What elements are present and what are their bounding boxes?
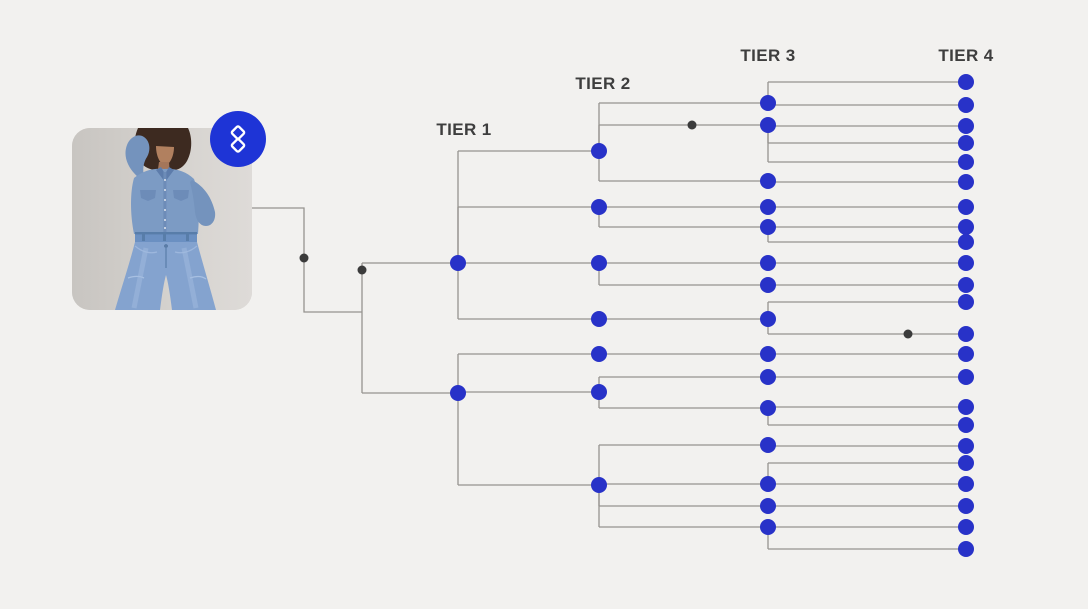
tier3-node bbox=[760, 311, 776, 327]
tier4-node bbox=[958, 541, 974, 557]
connector-dot bbox=[687, 120, 697, 130]
tier2-node bbox=[591, 311, 607, 327]
tier2-node bbox=[591, 346, 607, 362]
tier4-node bbox=[958, 399, 974, 415]
tier4-node bbox=[958, 326, 974, 342]
tier4-node bbox=[958, 234, 974, 250]
tier4-node bbox=[958, 346, 974, 362]
tier3-node bbox=[760, 173, 776, 189]
tier3-node bbox=[760, 400, 776, 416]
tier2-node bbox=[591, 143, 607, 159]
placket bbox=[163, 172, 167, 234]
tier4-node bbox=[958, 294, 974, 310]
tier4-node bbox=[958, 74, 974, 90]
chest-pocket-right bbox=[173, 190, 189, 201]
tier-1-label: TIER 1 bbox=[436, 120, 492, 139]
tier3-node bbox=[760, 199, 776, 215]
tier3-node bbox=[760, 277, 776, 293]
tier3-node bbox=[760, 498, 776, 514]
connector-dot bbox=[903, 329, 913, 339]
tier3-node bbox=[760, 346, 776, 362]
tier1-node bbox=[450, 385, 466, 401]
tier4-node bbox=[958, 255, 974, 271]
tier4-node bbox=[958, 219, 974, 235]
tier3-node bbox=[760, 519, 776, 535]
face bbox=[156, 146, 174, 166]
tier4-node bbox=[958, 417, 974, 433]
tier4-node bbox=[958, 455, 974, 471]
tier3-node bbox=[760, 369, 776, 385]
tier4-node bbox=[958, 476, 974, 492]
tier2-node bbox=[591, 255, 607, 271]
tier-2-label: TIER 2 bbox=[575, 74, 631, 93]
shirt-buttons bbox=[164, 179, 166, 229]
tier4-node bbox=[958, 97, 974, 113]
tier4-node bbox=[958, 519, 974, 535]
tier3-node bbox=[760, 255, 776, 271]
tier4-node bbox=[958, 174, 974, 190]
tier3-node bbox=[760, 95, 776, 111]
chest-pocket-left bbox=[140, 190, 156, 201]
tier4-node bbox=[958, 154, 974, 170]
connector-dot bbox=[299, 253, 309, 263]
interlocked-links-icon bbox=[230, 125, 246, 153]
tier2-node bbox=[591, 477, 607, 493]
tier2-node bbox=[591, 199, 607, 215]
brand-badge bbox=[210, 111, 266, 167]
tier4-node bbox=[958, 199, 974, 215]
tier3-node bbox=[760, 476, 776, 492]
tier4-node bbox=[958, 369, 974, 385]
tier3-node bbox=[760, 117, 776, 133]
tier4-node bbox=[958, 438, 974, 454]
denim-wash-highlights bbox=[131, 247, 199, 309]
belt-loops bbox=[142, 233, 189, 241]
connector-dot bbox=[357, 265, 367, 275]
tier2-node bbox=[591, 384, 607, 400]
tier3-node bbox=[760, 219, 776, 235]
tier4-node bbox=[958, 277, 974, 293]
tier-3-label: TIER 3 bbox=[740, 46, 796, 65]
tier3-node bbox=[760, 437, 776, 453]
tier-4-label: TIER 4 bbox=[938, 46, 994, 65]
tier4-node bbox=[958, 135, 974, 151]
tier1-node bbox=[450, 255, 466, 271]
tier4-node bbox=[958, 118, 974, 134]
raised-arm-sleeve bbox=[125, 135, 150, 180]
right-sleeve bbox=[190, 180, 216, 226]
tier4-node bbox=[958, 498, 974, 514]
